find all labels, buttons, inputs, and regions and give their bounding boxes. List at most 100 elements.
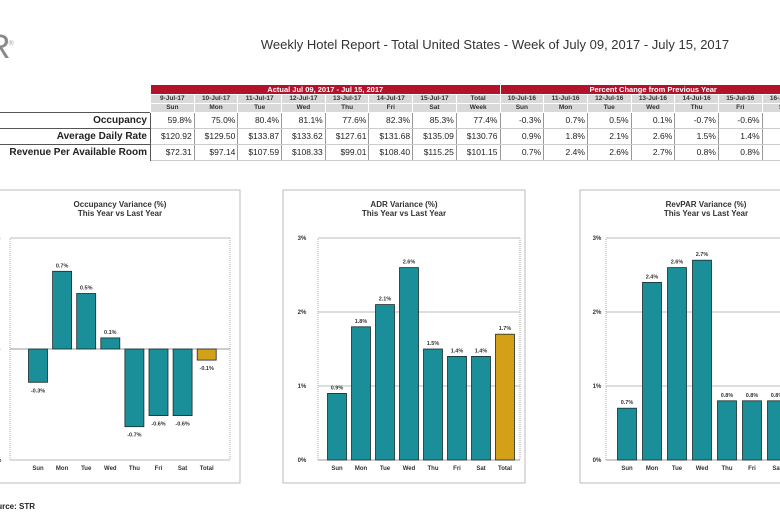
bar-total (196, 348, 217, 361)
data-label: 1.4% (475, 348, 488, 354)
chart-title: ADR Variance (%) (370, 200, 437, 209)
x-tick-label: Total (498, 466, 512, 472)
data-label: -0.7% (127, 433, 141, 439)
x-tick-label: Fri (453, 466, 461, 472)
data-label: 0.8% (771, 393, 780, 399)
bar-thu (423, 348, 443, 461)
x-tick-label: Thu (428, 466, 439, 472)
bar-tue (667, 267, 687, 461)
bar-fri (447, 355, 467, 461)
bar-tue (375, 304, 395, 461)
chart-subtitle: This Year vs Last Year (362, 209, 446, 218)
data-label: 0.9% (331, 385, 344, 391)
change-value: 2.7% (631, 144, 676, 161)
x-tick-label: Thu (129, 466, 140, 472)
y-tick-label: -1% (0, 458, 2, 464)
row-label: Occupancy (0, 112, 151, 129)
bar-mon (642, 281, 662, 461)
data-label: 1.7% (499, 326, 512, 332)
weekly-data-table: Actual Jul 09, 2017 - Jul 15, 2017 Percen… (0, 85, 780, 161)
actual-value: $115.25 (412, 144, 457, 161)
bar-sat (767, 400, 780, 461)
x-tick-label: Sun (331, 466, 343, 472)
bar-fri (148, 348, 169, 416)
data-label: 2.6% (671, 260, 684, 266)
data-label: 0.5% (80, 286, 93, 292)
bar-thu (124, 348, 145, 428)
data-label: -0.6% (175, 422, 189, 428)
x-tick-label: Wed (104, 466, 117, 472)
y-tick-label: 2% (298, 310, 307, 316)
y-tick-label: 1% (593, 384, 602, 390)
actual-value: $97.14 (194, 144, 239, 161)
y-tick-label: 1% (298, 384, 307, 390)
x-tick-label: Thu (722, 466, 733, 472)
y-tick-label: 0% (298, 458, 307, 464)
data-label: 2.4% (646, 274, 659, 280)
bar-sat (471, 355, 491, 461)
actual-value: $108.40 (368, 144, 414, 161)
actual-value: $99.01 (325, 144, 370, 161)
data-label: 0.8% (721, 393, 734, 399)
actual-value: $101.15 (456, 144, 501, 161)
y-tick-label: 3% (593, 236, 602, 242)
chart-frame (0, 189, 241, 484)
change-value: 2.6% (587, 144, 632, 161)
chart-title: Occupancy Variance (%) (74, 200, 167, 209)
bar-sun (617, 407, 637, 461)
data-label: 0.7% (56, 263, 69, 269)
data-label: 1.8% (355, 319, 368, 325)
actual-value: $108.33 (281, 144, 326, 161)
data-label: 1.5% (427, 341, 440, 347)
bar-wed (100, 337, 121, 350)
data-label: 2.7% (696, 252, 709, 258)
table-row: Average Daily Rate $120.92 $129.50 $133.87 $… (0, 128, 780, 145)
y-tick-label: 3% (298, 236, 307, 242)
change-value: 0.8% (718, 144, 763, 161)
x-tick-label: Total (200, 466, 214, 472)
bar-sat (172, 348, 193, 416)
data-label: 2.6% (403, 260, 416, 266)
bar-tue (76, 293, 97, 350)
row-label: Revenue Per Available Room (0, 144, 151, 161)
x-tick-label: Sat (178, 466, 187, 472)
bar-mon (52, 270, 72, 350)
data-label: 0.8% (746, 393, 759, 399)
bar-wed (399, 267, 419, 461)
x-tick-label: Wed (696, 466, 709, 472)
actual-value: $72.31 (150, 144, 195, 161)
x-tick-label: Sun (621, 466, 633, 472)
bar-fri (742, 400, 762, 461)
y-tick-label: 2% (593, 310, 602, 316)
change-value: 0.8% (674, 144, 719, 161)
chart-title: RevPAR Variance (%) (666, 200, 747, 209)
bar-sun (28, 348, 48, 383)
data-label: -0.6% (151, 422, 165, 428)
data-label: 1.4% (451, 348, 464, 354)
chart-subtitle: This Year vs Last Year (664, 209, 748, 218)
report-title: Weekly Hotel Report - Total United State… (260, 37, 730, 52)
x-tick-label: Wed (403, 466, 416, 472)
actual-header: Actual Jul 09, 2017 - Jul 15, 2017 (150, 85, 500, 95)
change-header: Percent Change from Previous Year (499, 85, 780, 95)
x-tick-label: Mon (56, 466, 69, 472)
row-label: Average Daily Rate (0, 128, 151, 145)
source-note: Source: STR (0, 502, 36, 511)
table-row: Revenue Per Available Room $72.31 $97.14 $1… (0, 144, 780, 161)
x-tick-label: Sat (476, 466, 485, 472)
data-label: 2.1% (379, 297, 392, 303)
data-label: 0.1% (104, 330, 117, 336)
bar-sun (327, 392, 347, 461)
x-tick-label: Fri (155, 466, 163, 472)
bar-total (495, 333, 515, 461)
x-tick-label: Tue (672, 466, 683, 472)
x-tick-label: Mon (646, 466, 659, 472)
change-value: 0.8% (762, 144, 780, 161)
x-tick-label: Tue (81, 466, 92, 472)
bar-thu (717, 400, 737, 461)
change-value: 0.7% (500, 144, 545, 161)
chart-subtitle: This Year vs Last Year (78, 209, 162, 218)
data-label: 0.7% (621, 400, 634, 406)
x-tick-label: Sat (772, 466, 780, 472)
